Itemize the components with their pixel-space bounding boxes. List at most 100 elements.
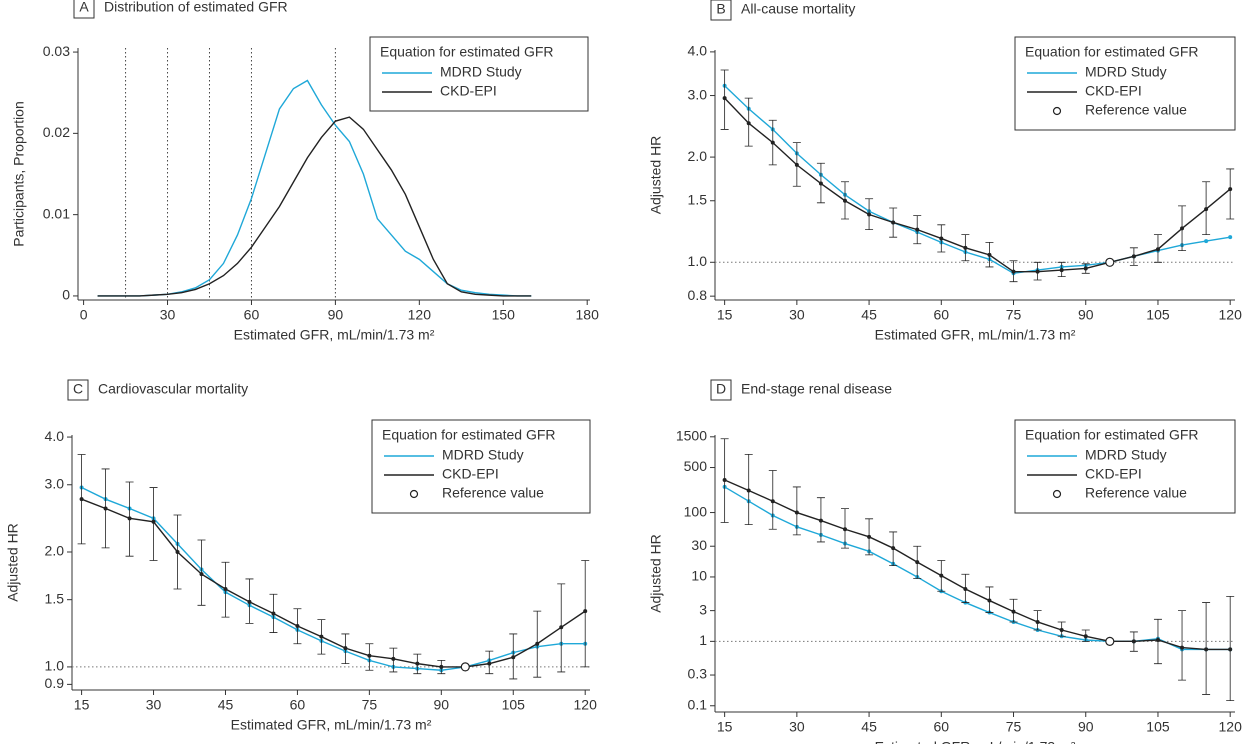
series-point bbox=[1011, 269, 1016, 274]
x-tick-label: 75 bbox=[1006, 719, 1022, 735]
series-point bbox=[963, 587, 968, 592]
y-tick-label: 0.03 bbox=[43, 43, 70, 59]
series-point bbox=[151, 519, 156, 524]
series-point bbox=[343, 646, 348, 651]
series-point bbox=[79, 497, 84, 502]
panel-label: B bbox=[716, 1, 725, 17]
y-axis-label: Adjusted HR bbox=[5, 523, 21, 602]
y-axis-label: Participants, Proportion bbox=[11, 101, 27, 247]
x-tick-label: 60 bbox=[290, 697, 306, 713]
x-tick-label: 60 bbox=[934, 719, 950, 735]
y-tick-label: 0 bbox=[62, 287, 70, 303]
y-tick-label: 10 bbox=[691, 568, 707, 584]
y-tick-label: 1.0 bbox=[688, 253, 708, 269]
series-point bbox=[1059, 628, 1064, 633]
y-tick-label: 3.0 bbox=[688, 86, 708, 102]
series-point bbox=[295, 623, 300, 628]
series-point bbox=[223, 586, 228, 591]
x-tick-label: 30 bbox=[146, 697, 162, 713]
legend-label: Reference value bbox=[442, 485, 544, 501]
y-tick-label: 2.0 bbox=[688, 148, 708, 164]
legend-label: MDRD Study bbox=[1085, 447, 1167, 463]
series-point bbox=[1228, 187, 1233, 192]
y-tick-label: 1.5 bbox=[45, 590, 65, 606]
y-axis-label: Adjusted HR bbox=[648, 136, 664, 215]
series-point bbox=[271, 611, 276, 616]
legend-swatch bbox=[1052, 489, 1062, 499]
series-point bbox=[1180, 226, 1185, 231]
series-point bbox=[415, 661, 420, 666]
series-point bbox=[535, 641, 540, 646]
legend-title: Equation for estimated GFR bbox=[1025, 427, 1199, 443]
series-point bbox=[843, 198, 847, 203]
x-tick-label: 105 bbox=[502, 697, 526, 713]
series-point bbox=[746, 121, 751, 126]
y-tick-label: 1.5 bbox=[688, 191, 708, 207]
x-tick-label: 45 bbox=[861, 719, 877, 735]
series-point bbox=[1131, 639, 1136, 644]
series-point bbox=[319, 634, 324, 639]
legend-label: CKD-EPI bbox=[1085, 466, 1142, 482]
series-point bbox=[559, 625, 564, 630]
series-point bbox=[1011, 609, 1016, 614]
legend-label: MDRD Study bbox=[440, 64, 522, 80]
y-tick-label: 0.02 bbox=[43, 124, 70, 140]
series-point bbox=[175, 549, 180, 554]
series-point bbox=[891, 546, 896, 551]
legend-title: Equation for estimated GFR bbox=[1025, 44, 1199, 60]
series-point bbox=[583, 609, 588, 614]
series-point bbox=[915, 227, 920, 232]
series-point bbox=[1155, 637, 1160, 642]
legend-label: CKD-EPI bbox=[442, 466, 499, 482]
series-point bbox=[1228, 647, 1233, 652]
error-bar bbox=[1178, 610, 1187, 681]
y-tick-label: 0.9 bbox=[45, 675, 65, 691]
legend-title: Equation for estimated GFR bbox=[382, 427, 556, 443]
series-point bbox=[391, 656, 396, 661]
y-tick-label: 500 bbox=[684, 458, 708, 474]
x-tick-label: 90 bbox=[1078, 719, 1094, 735]
x-tick-label: 75 bbox=[362, 697, 378, 713]
y-tick-label: 1500 bbox=[676, 428, 707, 444]
legend-label: MDRD Study bbox=[442, 447, 524, 463]
panel-label: D bbox=[716, 381, 726, 397]
x-tick-label: 90 bbox=[1078, 307, 1094, 323]
series-point bbox=[247, 599, 252, 604]
series-point bbox=[1228, 235, 1233, 240]
x-tick-label: 30 bbox=[789, 719, 805, 735]
y-tick-label: 0.1 bbox=[688, 696, 708, 712]
series-point bbox=[1131, 254, 1136, 259]
series-point bbox=[818, 181, 823, 186]
series-point bbox=[794, 162, 799, 167]
y-tick-label: 4.0 bbox=[688, 43, 708, 59]
series-line bbox=[81, 498, 586, 668]
series-line bbox=[97, 79, 532, 297]
panel-label-box bbox=[710, 379, 732, 401]
y-tick-label: 2.0 bbox=[45, 543, 65, 559]
x-axis-label: Estimated GFR, mL/min/1.73 m² bbox=[234, 327, 435, 343]
x-tick-label: 105 bbox=[1146, 307, 1170, 323]
y-tick-label: 3.0 bbox=[45, 475, 65, 491]
x-tick-label: 90 bbox=[434, 697, 450, 713]
error-bar bbox=[581, 560, 590, 668]
series-point bbox=[867, 212, 872, 217]
x-tick-label: 90 bbox=[328, 307, 344, 323]
series-point bbox=[1204, 647, 1209, 652]
x-tick-label: 15 bbox=[74, 697, 90, 713]
y-tick-label: 30 bbox=[691, 537, 707, 553]
panel-title: All-cause mortality bbox=[741, 1, 855, 17]
y-tick-label: 0.8 bbox=[688, 287, 708, 303]
legend-swatch bbox=[409, 489, 419, 499]
x-axis-label: Estimated GFR, mL/min/1.73 m² bbox=[875, 739, 1076, 744]
y-tick-label: 4.0 bbox=[45, 428, 65, 444]
series-point bbox=[770, 140, 775, 145]
legend-label: MDRD Study bbox=[1085, 64, 1167, 80]
legend-box bbox=[1014, 419, 1236, 514]
x-tick-label: 120 bbox=[408, 307, 432, 323]
panel-label-box bbox=[710, 0, 732, 21]
series-line bbox=[97, 116, 532, 297]
x-tick-label: 0 bbox=[80, 307, 88, 323]
series-point bbox=[891, 220, 896, 225]
series-point bbox=[915, 560, 920, 565]
